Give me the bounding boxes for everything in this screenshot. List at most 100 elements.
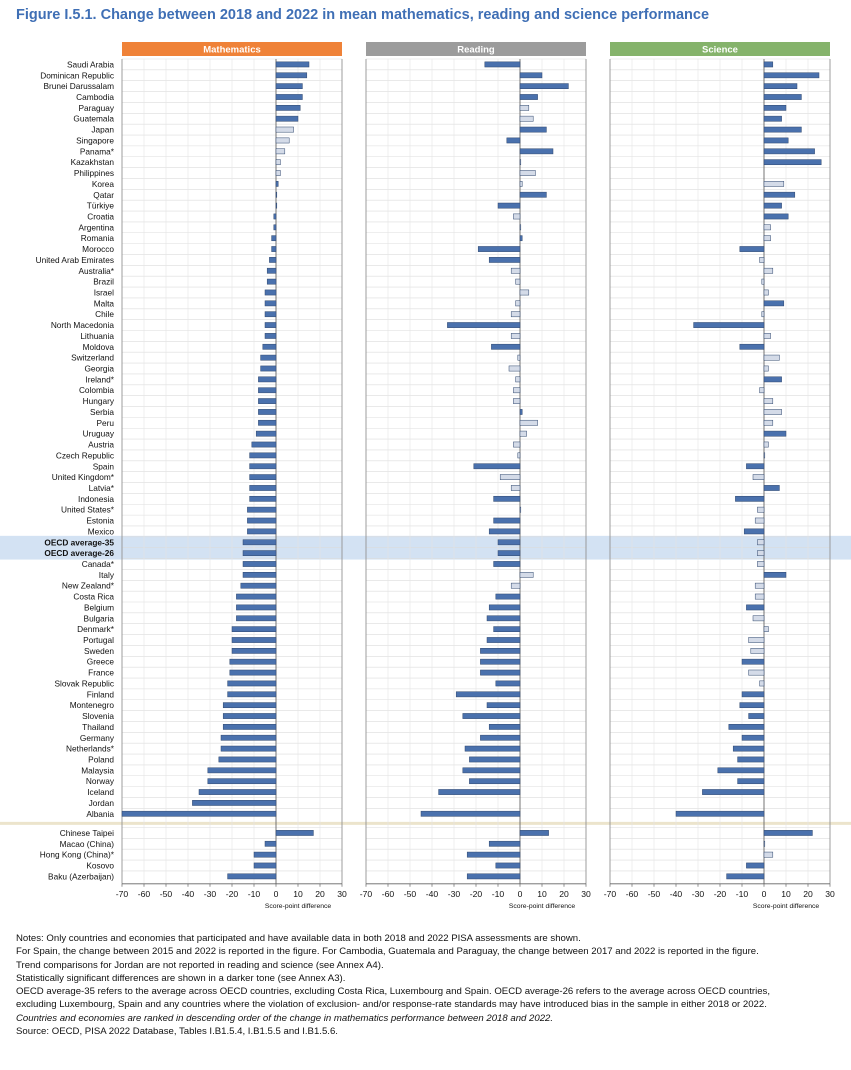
bar [519, 191, 547, 198]
bar [517, 452, 521, 459]
bar [506, 137, 521, 144]
x-tick-label: 10 [537, 889, 547, 899]
bar [486, 702, 521, 709]
country-label: Poland [88, 754, 114, 764]
x-tick-label: -20 [470, 889, 483, 899]
country-label: Norway [86, 776, 115, 786]
x-tick-label: -10 [492, 889, 505, 899]
bar [763, 441, 769, 448]
bar [519, 105, 530, 111]
x-tick-label: -30 [204, 889, 217, 899]
bar [275, 170, 281, 176]
bar [227, 873, 277, 880]
bar [519, 181, 523, 187]
bar [495, 593, 521, 600]
x-tick-label: -40 [426, 889, 439, 899]
bar [273, 224, 277, 231]
bar [264, 333, 277, 339]
country-label: France [88, 668, 114, 678]
country-label: Costa Rica [73, 592, 114, 602]
panel-header [610, 42, 830, 56]
bar [513, 387, 521, 394]
bar [517, 354, 521, 361]
bar [763, 224, 771, 231]
bar [491, 343, 521, 350]
x-tick-label: -40 [182, 889, 195, 899]
country-label: Guatemala [73, 114, 114, 124]
bar [469, 778, 521, 785]
bar [275, 105, 301, 111]
country-label: Slovak Republic [55, 678, 115, 688]
bar [735, 495, 765, 502]
bar [192, 800, 277, 806]
bar [763, 840, 766, 847]
bar [737, 756, 765, 763]
bar [497, 539, 521, 546]
bar [519, 289, 530, 296]
country-label: Croatia [87, 211, 114, 221]
bar [493, 561, 521, 567]
bar [249, 463, 277, 470]
bar [275, 148, 286, 155]
bar [754, 593, 765, 600]
bar [510, 267, 521, 274]
bar [251, 441, 277, 448]
bar [748, 669, 765, 676]
bar [763, 267, 774, 274]
bar [464, 745, 521, 752]
bar [519, 419, 538, 426]
x-tick-label: 20 [559, 889, 569, 899]
bar [264, 289, 277, 296]
country-label: Georgia [84, 364, 114, 374]
bar [253, 862, 277, 869]
bar [510, 582, 521, 589]
bar [741, 734, 765, 741]
bar [508, 365, 521, 372]
x-tick-label: -50 [404, 889, 417, 899]
bar [258, 387, 277, 394]
bar [258, 376, 277, 383]
bar [466, 851, 521, 858]
bar [750, 648, 765, 654]
bar [231, 637, 277, 643]
bar [497, 202, 521, 209]
x-axis-label: Score-point difference [753, 903, 820, 910]
country-label: Panama* [80, 146, 115, 156]
bar [242, 572, 277, 578]
bar [702, 789, 765, 795]
country-label: Kosovo [86, 861, 114, 871]
country-label: Estonia [86, 516, 114, 526]
bar [763, 137, 789, 144]
bar [515, 300, 521, 307]
bar [763, 213, 789, 220]
country-label: Australia* [78, 266, 114, 276]
bar [519, 506, 522, 513]
note-line: Countries and economies are ranked in de… [16, 1012, 554, 1024]
bar [746, 463, 765, 470]
bar [264, 840, 277, 847]
x-tick-label: 10 [781, 889, 791, 899]
bar [515, 278, 521, 285]
country-label: Ireland* [85, 374, 114, 384]
bar [519, 72, 543, 79]
country-label: Austria [88, 440, 114, 450]
country-label: Dominican Republic [40, 70, 114, 80]
country-label: Brazil [93, 277, 114, 287]
bar [231, 626, 277, 632]
x-tick-label: 10 [293, 889, 303, 899]
bar [737, 778, 765, 785]
panel-header-label: Reading [457, 45, 495, 56]
bar [510, 333, 521, 339]
country-label: Cambodia [76, 92, 114, 102]
country-label: Latvia* [89, 483, 115, 493]
x-tick-label: -70 [116, 889, 129, 899]
bar [513, 398, 521, 404]
country-label: Chile [95, 309, 114, 319]
bar [469, 756, 521, 763]
bar [519, 170, 536, 176]
bar [271, 246, 277, 252]
panel-mathematics: Mathematics -70 -60 -50 -40 -30 -20 -10 0 10 20 30 S… [116, 42, 347, 910]
bar [675, 810, 765, 817]
bar [739, 246, 765, 252]
